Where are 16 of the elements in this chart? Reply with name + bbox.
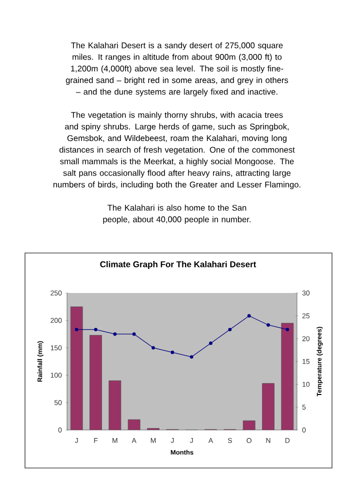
point xyxy=(228,328,232,332)
point xyxy=(74,328,78,332)
text: The Kalahari is also home to the San people, about 40,000 people in number. xyxy=(103,204,251,224)
text: The Kalahari Desert is a sandy desert of 275,000 square miles. It ranges in altitude from about 900m (3,000 ft) to 1,200m (4,000ft) above sea level. The soil is mostly fine-grained sand – bright red in some areas, and grey in others – and the dune systems are largely fixed and inactive. xyxy=(66,42,288,96)
point xyxy=(170,350,174,354)
point xyxy=(266,323,270,327)
point xyxy=(247,314,251,318)
text: The vegetation is mainly thorny shrubs, with acacia trees and spiny shrubs. Large herds of game, such as Springbok, Gemsbok, and Wildebeest, roam the Kalahari, moving long distances in search of fresh vegetation. One of the commonest small mammals is the Meerkat, a highly social Mongoose. The salt pans occasionally flood after heavy rains, attracting large numbers of birds, including both the Greater and Lesser Flamingo. xyxy=(53,112,300,190)
point xyxy=(94,328,98,332)
point xyxy=(286,328,290,332)
point xyxy=(190,355,194,359)
point xyxy=(132,332,136,336)
point xyxy=(152,346,155,350)
point xyxy=(209,342,212,345)
point xyxy=(113,332,117,336)
chart-title: Climate Graph For The Kalahari Desert xyxy=(100,261,256,269)
